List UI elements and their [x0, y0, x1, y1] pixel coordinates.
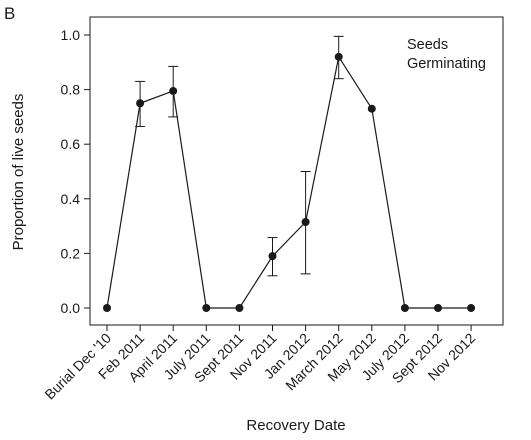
y-tick-label: 0.6	[61, 136, 81, 152]
data-point	[103, 304, 111, 312]
data-point	[334, 52, 343, 61]
annotation-line-1: Seeds	[407, 37, 448, 53]
data-point	[235, 304, 244, 312]
data-point	[400, 304, 409, 312]
series-layer	[103, 35, 476, 312]
data-point	[268, 252, 277, 261]
data-point	[202, 304, 211, 312]
y-tick-label: 0.0	[61, 300, 81, 316]
y-tick-label: 0.4	[61, 191, 81, 207]
data-point	[301, 218, 310, 227]
data-point	[136, 99, 145, 108]
plot-area	[89, 16, 504, 326]
y-tick-label: 0.2	[61, 245, 81, 261]
panel-label: B	[4, 4, 15, 23]
series-line	[106, 55, 472, 309]
data-point	[367, 104, 376, 113]
plot-border	[89, 16, 504, 326]
data-point	[169, 86, 178, 95]
y-axis-label: Proportion of live seeds	[10, 94, 27, 251]
data-point	[434, 304, 442, 312]
y-tick-label: 1.0	[61, 27, 81, 43]
x-axis-label: Recovery Date	[246, 417, 345, 434]
data-point	[467, 304, 476, 312]
annotation-line-2: Germinating	[407, 56, 486, 72]
y-tick-label: 0.8	[61, 82, 81, 98]
y-axis: 0.0 0.2 0.4 0.6 0.8 1.0	[61, 27, 90, 316]
